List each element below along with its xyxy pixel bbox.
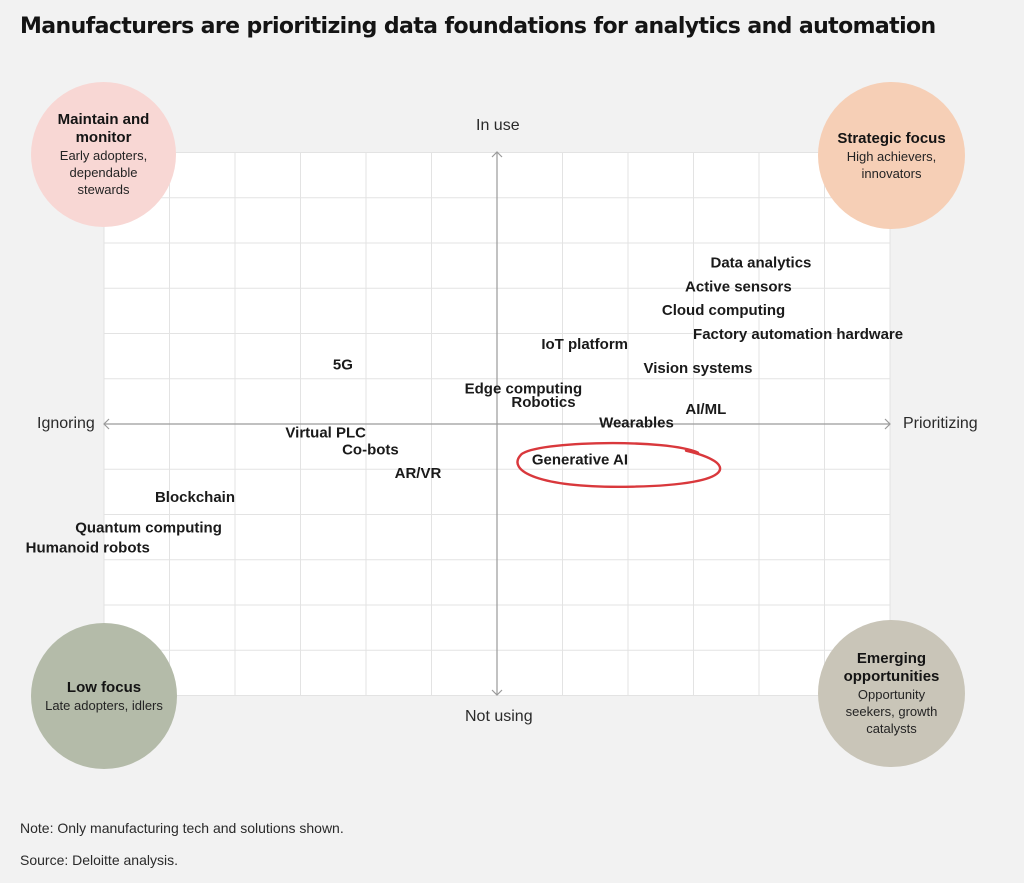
axis-label-top: In use xyxy=(476,117,520,134)
tech-label: Blockchain xyxy=(155,489,235,506)
page-title: Manufacturers are prioritizing data foun… xyxy=(20,14,936,39)
tech-label: Generative AI xyxy=(532,452,628,469)
axis-label-left: Ignoring xyxy=(37,415,95,432)
tech-label: Quantum computing xyxy=(75,519,222,536)
axes xyxy=(103,151,891,696)
quadrant-subtitle: High achievers, innovators xyxy=(846,148,937,181)
tech-label: Robotics xyxy=(511,394,575,411)
highlight-ellipse xyxy=(516,441,722,488)
axis-label-right: Prioritizing xyxy=(903,415,978,432)
highlight-layer xyxy=(516,441,722,488)
quadrant-title: Strategic focus xyxy=(837,129,946,147)
tech-label: Active sensors xyxy=(685,278,792,295)
quadrant-circle-strategic: Strategic focus High achievers, innovato… xyxy=(818,82,965,229)
quadrant-title: Maintain and monitor xyxy=(57,111,150,146)
quadrant-title: Low focus xyxy=(66,678,142,696)
tech-label: Edge computing xyxy=(465,380,583,397)
quadrant-circle-low-focus: Low focus Late adopters, idlers xyxy=(31,623,177,769)
tech-label: Wearables xyxy=(599,414,674,431)
tech-labels: Data analytics Active sensors Cloud comput… xyxy=(26,255,903,557)
tech-label: AI/ML xyxy=(685,401,726,418)
quadrant-circle-maintain: Maintain and monitor Early adopters, dep… xyxy=(31,82,176,227)
tech-label: Cloud computing xyxy=(662,302,785,319)
tech-label: Humanoid robots xyxy=(26,540,150,557)
quadrant-title: Emerging opportunities xyxy=(843,650,940,685)
quadrant-circle-emerging: Emerging opportunities Opportunity seeke… xyxy=(818,620,965,767)
arrow-down-icon xyxy=(491,689,503,696)
tech-label: Co-bots xyxy=(342,441,399,458)
arrow-left-icon xyxy=(103,418,110,430)
tech-label: Virtual PLC xyxy=(285,425,366,442)
tech-label: 5G xyxy=(333,357,353,374)
source-text: Source: Deloitte analysis. xyxy=(20,852,178,868)
arrow-up-icon xyxy=(491,151,503,158)
tech-label: Vision systems xyxy=(643,360,752,377)
tech-label: IoT platform xyxy=(541,336,628,353)
arrow-right-icon xyxy=(884,418,891,430)
tech-label: Data analytics xyxy=(711,255,812,272)
quadrant-subtitle: Early adopters, dependable stewards xyxy=(59,148,148,197)
axis-label-bottom: Not using xyxy=(465,708,533,725)
tech-label: Factory automation hardware xyxy=(693,326,903,343)
note-text: Note: Only manufacturing tech and soluti… xyxy=(20,820,344,836)
tech-label: AR/VR xyxy=(395,465,442,482)
quadrant-subtitle: Opportunity seekers, growth catalysts xyxy=(845,687,938,736)
quadrant-subtitle: Late adopters, idlers xyxy=(45,697,163,713)
